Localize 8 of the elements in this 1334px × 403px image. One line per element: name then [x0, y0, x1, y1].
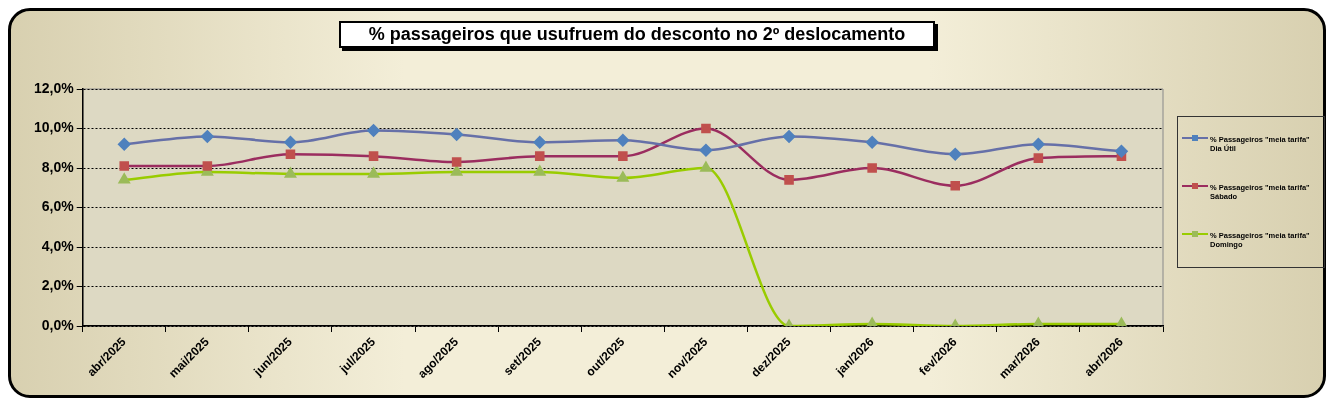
y-tick-label: 2,0% — [41, 277, 75, 294]
y-tick-label: 10,0% — [33, 119, 75, 136]
y-tick-label: 8,0% — [41, 158, 75, 175]
y-tick-label: 4,0% — [41, 237, 75, 254]
y-tick-label: 12,0% — [33, 79, 75, 96]
y-tick-label: 0,0% — [41, 316, 75, 333]
y-tick-label: 6,0% — [41, 198, 75, 215]
chart-title: % passageiros que usufruem do desconto no 2º deslocamento — [339, 21, 935, 48]
